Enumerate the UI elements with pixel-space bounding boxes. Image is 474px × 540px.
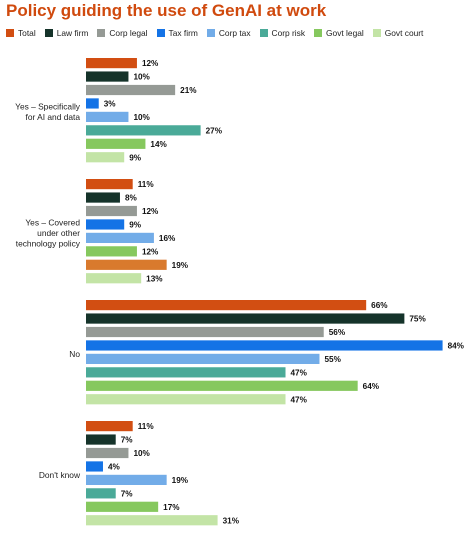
- bar-total: [86, 421, 133, 432]
- bar-law-firm: [86, 434, 116, 445]
- bar-corp-legal: [86, 84, 176, 96]
- data-label: 19%: [172, 476, 189, 485]
- data-label: 12%: [142, 59, 159, 68]
- legend-label: Govt court: [384, 28, 424, 38]
- bar-tax-firm: [86, 219, 125, 230]
- bar-law-firm: [86, 71, 129, 82]
- data-label: 16%: [159, 234, 176, 243]
- legend-item-law-firm: Law firm: [44, 28, 89, 38]
- category-label: No: [69, 349, 80, 359]
- data-label: 55%: [324, 355, 341, 364]
- data-label: 10%: [133, 449, 150, 458]
- legend-swatch: [259, 29, 268, 37]
- bar-govt-court: [86, 394, 286, 405]
- legend-item-corp-tax: Corp tax: [206, 28, 251, 38]
- legend-label: Total: [18, 28, 36, 38]
- bar-corp-tax: [86, 353, 320, 364]
- data-label: 11%: [138, 180, 155, 189]
- bar-govt-court: [86, 273, 142, 284]
- data-label: 13%: [146, 274, 163, 283]
- data-label: 12%: [142, 247, 159, 256]
- bar-govt-legal: [86, 246, 137, 257]
- legend-swatch: [156, 29, 165, 37]
- chart-title: Policy guiding the use of GenAI at work: [6, 1, 327, 20]
- legend-label: Corp risk: [271, 28, 306, 38]
- data-label: 3%: [104, 99, 117, 108]
- bar-govt-legal: [86, 138, 146, 149]
- category-label: Don't know: [39, 470, 81, 480]
- data-label: 47%: [291, 368, 308, 377]
- data-label: 9%: [129, 153, 142, 162]
- legend-swatch: [97, 29, 106, 37]
- bar-corp-risk: [86, 125, 201, 136]
- legend-swatch: [314, 29, 323, 37]
- data-label: 64%: [363, 382, 380, 391]
- bar-corp-legal: [86, 205, 137, 217]
- bar-tax-firm: [86, 340, 443, 351]
- bar-govt-legal: [86, 380, 358, 391]
- bar-tax-firm: [86, 461, 103, 472]
- legend-item-govt-legal: Govt legal: [314, 28, 364, 38]
- legend-item-corp-risk: Corp risk: [259, 28, 306, 38]
- legend-label: Govt legal: [326, 28, 364, 38]
- legend-swatch: [372, 29, 381, 37]
- bar-law-firm: [86, 192, 120, 203]
- bar-govt-court: [86, 152, 125, 163]
- legend-label: Corp tax: [218, 28, 251, 38]
- data-label: 8%: [125, 194, 138, 203]
- data-label: 56%: [329, 328, 346, 337]
- bar-law-firm: [86, 313, 405, 324]
- bar-govt-legal: [86, 501, 159, 512]
- legend-label: Tax firm: [168, 28, 198, 38]
- legend-item-total: Total: [6, 28, 36, 38]
- bar-corp-legal: [86, 326, 324, 338]
- data-label: 17%: [163, 503, 180, 512]
- data-label: 10%: [133, 73, 150, 82]
- data-label: 75%: [409, 315, 426, 324]
- data-label: 84%: [448, 341, 465, 350]
- bar-total: [86, 179, 133, 190]
- data-label: 21%: [180, 86, 197, 95]
- legend-swatch: [44, 29, 53, 37]
- data-label: 31%: [223, 516, 240, 525]
- data-label: 7%: [121, 489, 134, 498]
- legend-swatch: [6, 29, 14, 37]
- legend-item-govt-court: Govt court: [372, 28, 424, 38]
- data-label: 9%: [129, 220, 142, 229]
- data-label: 11%: [138, 422, 155, 431]
- category-label: Yes – Covered: [25, 217, 80, 227]
- data-label: 7%: [121, 436, 134, 445]
- data-label: 4%: [108, 462, 121, 471]
- bar-govt-court: [86, 515, 218, 526]
- data-label: 19%: [172, 261, 189, 270]
- data-label: 14%: [150, 140, 167, 149]
- category-label: for AI and data: [26, 112, 81, 122]
- bar-corp-risk: [86, 488, 116, 499]
- data-label: 47%: [291, 395, 308, 404]
- legend-item-tax-firm: Tax firm: [156, 28, 198, 38]
- chart-legend: Total Law firm Corp legal Tax firm Corp tax C…: [6, 28, 432, 38]
- category-label: technology policy: [16, 238, 81, 248]
- bar-corp-tax: [86, 474, 167, 485]
- legend-label: Corp legal: [109, 28, 148, 38]
- category-label: under other: [37, 228, 80, 238]
- data-label: 27%: [206, 126, 223, 135]
- bar-total: [86, 58, 137, 69]
- data-label: 10%: [133, 113, 150, 122]
- bar-total: [86, 300, 367, 311]
- category-label: Yes – Specifically: [15, 102, 81, 112]
- bar-corp-risk: [86, 259, 167, 270]
- bar-tax-firm: [86, 98, 99, 109]
- bar-corp-risk: [86, 367, 286, 378]
- bar-corp-tax: [86, 232, 154, 243]
- legend-swatch: [206, 29, 215, 37]
- legend-label: Law firm: [56, 28, 89, 38]
- legend-item-corp-legal: Corp legal: [97, 28, 148, 38]
- bar-corp-legal: [86, 447, 129, 459]
- data-label: 66%: [371, 301, 388, 310]
- data-label: 12%: [142, 207, 159, 216]
- bar-corp-tax: [86, 111, 129, 122]
